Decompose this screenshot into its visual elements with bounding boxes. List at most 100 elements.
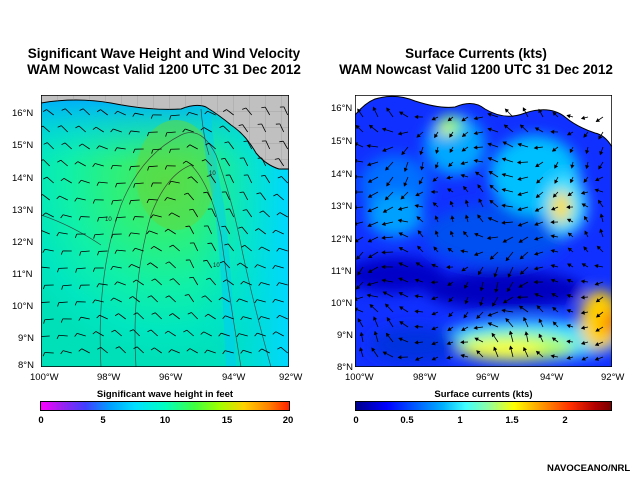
wind-barb-feather [133, 312, 138, 315]
current-arrow-head [486, 235, 491, 241]
current-arrow-head [567, 247, 573, 252]
current-arrow-head [448, 312, 453, 318]
wind-barb-feather [110, 128, 114, 133]
wind-barb [279, 314, 288, 320]
wind-barb [262, 210, 270, 218]
wind-barb-feather [218, 297, 223, 301]
wind-barb [240, 262, 248, 269]
current-arrow-head [461, 117, 466, 122]
wind-barb-feather [236, 262, 241, 266]
wind-barb [152, 214, 162, 218]
wind-barb-feather [258, 282, 262, 286]
wave-height-map[interactable]: 10 10 10 [41, 95, 289, 367]
current-arrow-head [566, 309, 571, 313]
current-arrow-head [585, 164, 590, 170]
wind-barb-feather [272, 299, 276, 303]
current-arrow-head [580, 340, 586, 345]
current-arrow-head [551, 147, 557, 152]
wind-barb [282, 140, 289, 150]
current-arrow-head [494, 288, 499, 293]
wind-barb [188, 294, 195, 303]
wind-barb-feather [128, 232, 132, 237]
wind-barb-feather [186, 348, 191, 352]
wind-barb [148, 198, 158, 201]
current-arrow-head [523, 316, 528, 322]
wind-barb-feather [57, 125, 62, 128]
wind-barb [206, 191, 213, 201]
wind-barb-feather [165, 132, 168, 137]
wind-barb-feather [57, 268, 60, 273]
wind-barb-feather [79, 251, 82, 256]
wave-height-colorbar [40, 401, 290, 411]
lon-tick-label: 92°W [601, 372, 625, 383]
current-arrow-head [517, 207, 522, 212]
current-arrow-head [580, 190, 586, 195]
current-arrow-head [566, 278, 572, 283]
wind-barb-feather [78, 316, 82, 321]
current-arrow-head [516, 160, 521, 165]
lat-tick-label: 13°N [12, 205, 34, 216]
current-arrow-head [594, 342, 600, 346]
wind-barb [113, 128, 122, 133]
current-arrow-head [366, 282, 372, 287]
colorbar-tick: 5 [100, 415, 106, 426]
wind-barb [226, 109, 234, 116]
current-arrow-head [367, 269, 373, 273]
wind-barb-feather [276, 248, 280, 252]
current-arrow-head [551, 337, 557, 342]
current-arrow-head [517, 192, 522, 197]
wind-barb-feather [186, 144, 191, 148]
wind-barb-feather [42, 212, 47, 216]
contour-label: 10 [105, 217, 112, 223]
wind-barb-feather [92, 199, 96, 204]
wind-barb [274, 265, 284, 269]
wind-barb [243, 280, 252, 286]
current-arrow-head [492, 302, 496, 307]
wind-barb [154, 312, 162, 320]
wind-barb [221, 297, 230, 303]
current-arrow-head [415, 192, 420, 197]
current-arrow-head [450, 215, 455, 220]
current-arrow-head [399, 306, 404, 311]
current-arrow-head [398, 277, 403, 282]
current-arrow-head [449, 133, 454, 138]
current-arrow-head [446, 175, 451, 180]
current-arrow-head [487, 142, 492, 147]
wind-barb [81, 179, 90, 184]
wind-barb [260, 316, 270, 320]
wind-barb-feather [114, 110, 118, 115]
current-arrow-head [550, 264, 555, 269]
wind-barb-feather [96, 145, 100, 149]
wind-barb-feather [146, 230, 150, 235]
current-arrow-head [534, 251, 539, 256]
wind-barb [46, 109, 54, 116]
wind-barb [170, 114, 180, 117]
wind-barb [209, 277, 217, 286]
current-arrow-head [506, 287, 511, 293]
wind-barb [261, 123, 267, 133]
current-arrow-head [489, 199, 494, 204]
current-arrow-head [516, 295, 521, 300]
wind-barb-feather [79, 108, 84, 111]
surface-currents-map[interactable] [355, 95, 612, 367]
wind-barb [100, 109, 108, 116]
current-arrow-head [493, 273, 498, 278]
current-arrow-head [397, 355, 402, 360]
wind-barb [265, 140, 271, 150]
lat-tick-label: 12°N [331, 234, 353, 245]
wind-barb [260, 192, 267, 201]
current-arrow-head [518, 305, 524, 310]
wind-barb-feather [43, 319, 46, 324]
wind-barb-feather [56, 232, 60, 237]
current-arrow-head [534, 293, 539, 297]
wind-barb-feather [165, 295, 170, 298]
wind-barb-feather [254, 332, 258, 337]
wind-barb [58, 301, 68, 304]
wind-barb-feather [201, 295, 206, 298]
current-arrow-head [417, 245, 422, 250]
wind-barb-feather [114, 313, 119, 317]
colorbar-tick: 15 [221, 415, 233, 426]
wind-barb-feather [218, 332, 222, 337]
current-arrow-head [416, 216, 421, 221]
current-arrow-head [373, 330, 378, 336]
